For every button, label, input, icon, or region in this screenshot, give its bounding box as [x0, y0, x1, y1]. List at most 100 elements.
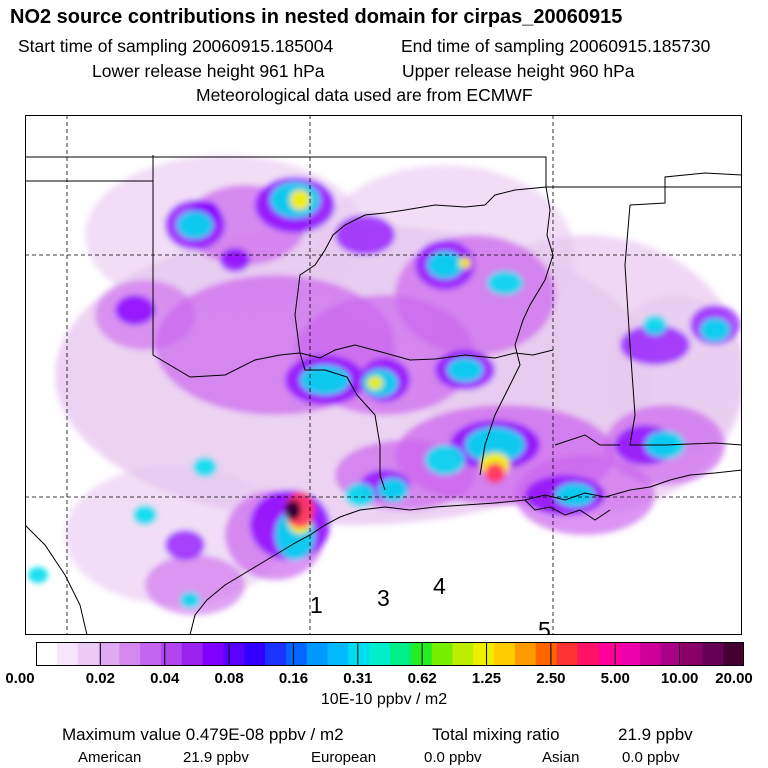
plume-blob — [485, 463, 505, 483]
colorbar-tick-label: 0.62 — [407, 670, 437, 687]
colorbar-swatch — [306, 642, 329, 666]
region-label: 1 — [310, 592, 323, 618]
colorbar-swatch — [473, 642, 495, 666]
colorbar-units: 10E-10 ppbv / m2 — [320, 691, 448, 708]
plume-blob — [220, 248, 250, 272]
plume-layer — [28, 155, 742, 615]
american-value: 21.9 ppbv — [183, 749, 249, 766]
colorbar-swatch — [119, 642, 141, 666]
plume-blob — [28, 567, 48, 583]
plume-blob — [133, 505, 157, 525]
colorbar-swatch — [265, 642, 287, 666]
plume-blob — [300, 365, 350, 395]
plume-blob — [165, 530, 205, 560]
colorbar-tick-label: 20.00 — [715, 670, 753, 687]
colorbar-tick-label: 0.02 — [85, 670, 115, 687]
colorbar-swatch — [223, 642, 245, 666]
colorbar-swatch — [77, 642, 99, 666]
colorbar-swatch — [556, 642, 578, 666]
colorbar-swatch — [723, 642, 744, 666]
colorbar-tick-label: 0.00 — [5, 670, 35, 687]
colorbar-swatch — [535, 642, 558, 666]
colorbar-swatch — [327, 642, 349, 666]
colorbar-tick-label: 1.25 — [471, 670, 502, 687]
met-data-text: Meteorological data used are from ECMWF — [196, 85, 533, 105]
colorbar-swatch — [98, 642, 120, 666]
plume-blob — [487, 271, 523, 295]
plume-blob — [367, 376, 383, 390]
plume-blob — [115, 295, 155, 325]
boundary-line — [294, 186, 547, 354]
colorbar-swatch — [369, 642, 391, 666]
colorbar-swatch — [452, 642, 474, 666]
asian-label: Asian — [542, 749, 580, 766]
plume-blob — [378, 478, 408, 502]
plume-blob — [180, 592, 200, 608]
plume-blob — [620, 325, 690, 365]
colorbar — [36, 642, 744, 666]
start-time-text: Start time of sampling 20060915.185004 — [18, 36, 334, 56]
european-value: 0.0 ppbv — [424, 749, 482, 766]
colorbar-swatch — [160, 642, 183, 666]
colorbar-swatch — [56, 642, 79, 666]
european-label: European — [311, 749, 377, 766]
colorbar-swatch — [639, 642, 662, 666]
colorbar-swatch — [410, 642, 433, 666]
plume-blob — [145, 555, 245, 615]
colorbar-swatch — [285, 642, 308, 666]
boundary-line — [624, 204, 742, 446]
colorbar-tick-label: 5.00 — [600, 670, 630, 687]
colorbar-swatch — [244, 642, 266, 666]
colorbar-swatch — [681, 642, 703, 666]
plume-blob — [335, 215, 395, 255]
colorbar-swatch — [514, 642, 537, 666]
colorbar-swatch — [181, 642, 204, 666]
coast-line — [189, 469, 742, 635]
colorbar-swatch — [660, 642, 683, 666]
graticule — [25, 115, 742, 635]
plume-blob — [425, 445, 465, 475]
boundary-line — [479, 186, 554, 476]
colorbar-tick-label: 0.16 — [278, 670, 309, 687]
colorbar-swatch — [494, 642, 516, 666]
plume-blob — [643, 315, 667, 335]
plume-blob — [193, 457, 217, 477]
colorbar-swatch — [140, 642, 162, 666]
state-boundaries — [25, 155, 742, 635]
region-labels: 1 3 4 5 — [310, 573, 551, 635]
boundary-line — [25, 156, 742, 188]
colorbar-swatch — [390, 642, 412, 666]
coast-line — [524, 499, 611, 521]
colorbar-swatch — [598, 642, 620, 666]
colorbar-tick-label: 0.04 — [150, 670, 180, 687]
boundary-line — [299, 352, 386, 491]
upper-release-text: Upper release height 960 hPa — [402, 61, 635, 81]
region-label: 3 — [377, 585, 390, 611]
boundary-line — [25, 524, 88, 635]
plume-blob — [427, 251, 463, 279]
asian-value: 0.0 ppbv — [622, 749, 680, 766]
colorbar-swatch — [36, 642, 58, 666]
colorbar-swatch — [702, 642, 724, 666]
boundary-line — [629, 172, 742, 206]
colorbar-swatch — [577, 642, 599, 666]
plume-blob — [700, 318, 730, 342]
lower-release-text: Lower release height 961 hPa — [92, 61, 325, 81]
plume-blob — [447, 358, 483, 382]
end-time-text: End time of sampling 20060915.185730 — [401, 36, 711, 56]
concentration-map: 1 3 4 5 — [25, 115, 742, 635]
plume-blob — [345, 483, 375, 507]
colorbar-swatch — [348, 642, 370, 666]
plume-blob — [177, 211, 213, 239]
map-title: NO2 source contributions in nested domai… — [10, 6, 623, 28]
max-value-text: Maximum value 0.479E-08 ppbv / m2 — [62, 725, 344, 744]
region-label: 5 — [538, 617, 551, 635]
colorbar-tick-label: 2.50 — [536, 670, 566, 687]
boundary-line — [25, 180, 554, 378]
colorbar-swatch — [431, 642, 453, 666]
colorbar-tick-label: 0.31 — [343, 670, 373, 687]
map-frame — [25, 115, 742, 635]
colorbar-swatch — [619, 642, 641, 666]
total-mixing-label: Total mixing ratio — [432, 725, 560, 744]
total-mixing-value: 21.9 ppbv — [618, 725, 693, 744]
